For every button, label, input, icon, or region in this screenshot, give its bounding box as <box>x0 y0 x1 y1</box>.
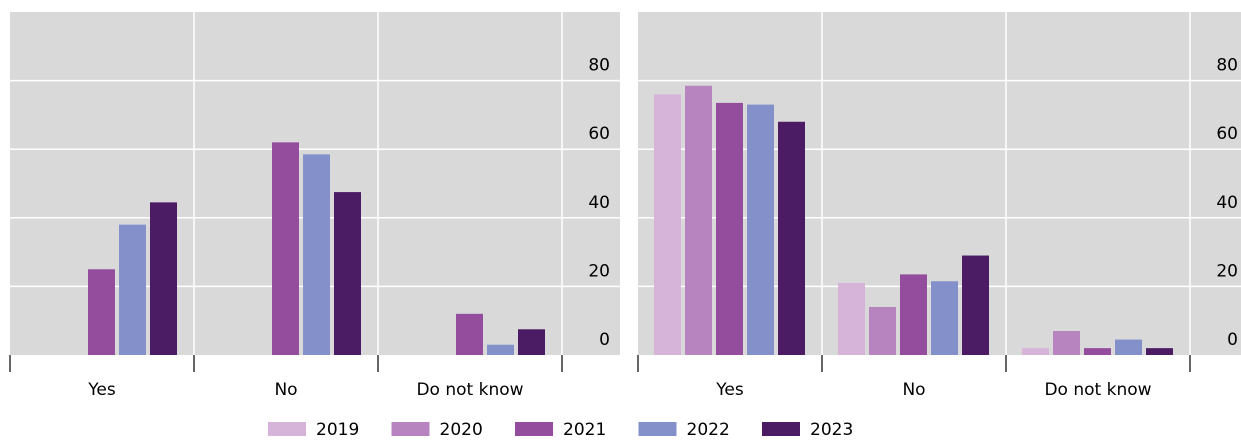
bar <box>1053 330 1080 355</box>
y-tick-label: 80 <box>1216 56 1238 76</box>
legend-swatch <box>638 422 677 436</box>
bar <box>716 102 743 356</box>
x-tick-label: Do not know <box>1044 380 1151 400</box>
x-tick-label: Yes <box>87 380 116 400</box>
bar <box>272 142 299 355</box>
bar <box>456 313 483 355</box>
y-tick-label: 40 <box>1216 193 1238 213</box>
bar <box>1022 348 1049 355</box>
bar <box>838 282 865 355</box>
bar <box>900 274 927 355</box>
bar <box>962 255 989 355</box>
legend-label: 2019 <box>316 420 359 439</box>
y-tick-label: 20 <box>1216 261 1238 281</box>
x-tick-label: Do not know <box>416 380 523 400</box>
y-tick-label: 60 <box>1216 124 1238 144</box>
bar <box>1115 339 1142 355</box>
bar <box>119 224 146 355</box>
x-tick-label: Yes <box>715 380 744 400</box>
bar <box>88 269 115 355</box>
bar <box>778 121 805 355</box>
legend-swatch <box>762 422 800 436</box>
bar <box>334 192 361 355</box>
legend-label: 2023 <box>810 420 853 439</box>
x-tick-label: No <box>274 380 297 400</box>
legend-label: 2020 <box>440 420 483 439</box>
y-tick-label: 60 <box>588 124 610 144</box>
bar <box>303 154 330 355</box>
legend-swatch <box>391 422 430 436</box>
y-tick-label: 0 <box>599 330 610 350</box>
bar <box>518 329 545 355</box>
bar <box>931 281 958 355</box>
x-tick-label: No <box>902 380 925 400</box>
legend-swatch <box>515 422 553 436</box>
legend-label: 2021 <box>563 420 606 439</box>
bar <box>150 202 177 355</box>
y-tick-label: 40 <box>588 193 610 213</box>
legend-swatch <box>268 422 306 436</box>
bar <box>685 85 712 356</box>
y-tick-label: 0 <box>1227 330 1238 350</box>
bar <box>1146 348 1173 355</box>
bar <box>747 104 774 355</box>
bar <box>1084 348 1111 355</box>
y-tick-label: 20 <box>588 261 610 281</box>
legend-label: 2022 <box>687 420 730 439</box>
bar <box>869 306 896 355</box>
bar <box>487 344 514 355</box>
bar <box>654 94 681 355</box>
y-tick-label: 80 <box>588 56 610 76</box>
